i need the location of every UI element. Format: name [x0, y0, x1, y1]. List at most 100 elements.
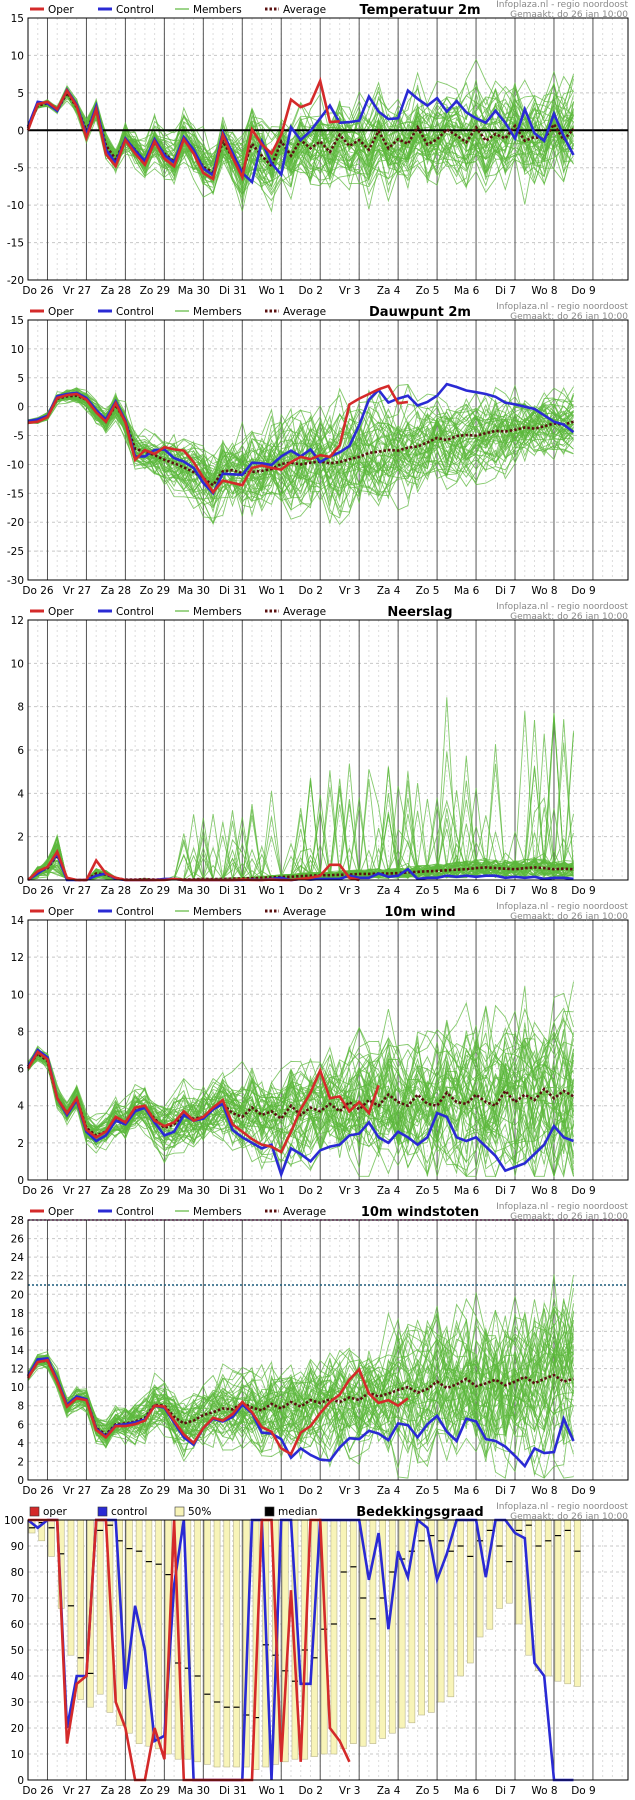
- x-tick-label: Ma 30: [178, 585, 210, 597]
- member-line: [27, 1300, 574, 1479]
- y-tick-label: 10: [11, 658, 24, 670]
- legend-label: Members: [193, 606, 242, 618]
- legend-label: Members: [193, 306, 242, 318]
- series-oper: [26, 1358, 409, 1456]
- legend-swatch: [97, 1506, 108, 1517]
- x-tick-label: Zo 5: [416, 1185, 440, 1197]
- x-tick-label: Zo 29: [140, 585, 170, 597]
- y-tick-label: -30: [7, 575, 24, 587]
- x-tick-label: Za 28: [101, 1485, 131, 1497]
- x-tick-label: Vr 27: [63, 285, 91, 297]
- legend-swatch: [29, 1506, 40, 1517]
- x-tick-label: Di 31: [219, 885, 247, 897]
- x-tick-label: Wo 8: [531, 1485, 557, 1497]
- x-tick-label: Vr 27: [63, 885, 91, 897]
- series-oper: [26, 1049, 380, 1154]
- chart-panel-dew: -30 -25 -20 -15 -10 -5 0 5 10 15 Do 26 Vr 27 Za 28 Zo…: [7, 302, 629, 597]
- x-tick-label: Do 26: [22, 1485, 54, 1497]
- x-tick-label: Za 4: [377, 1485, 401, 1497]
- plot-frame: [27, 1219, 629, 1481]
- member-line: [27, 1046, 574, 1165]
- legend-label: Control: [116, 306, 154, 318]
- plot-frame: [27, 619, 629, 881]
- y-tick-label: 12: [11, 615, 24, 627]
- y-tick-label: 10: [11, 344, 24, 356]
- x-tick-label: Di 31: [219, 1485, 247, 1497]
- band-50-bar: [496, 1519, 503, 1609]
- y-tick-label: -15: [7, 238, 24, 250]
- x-tick-label: Di 7: [495, 1485, 516, 1497]
- band-50-bar: [330, 1519, 338, 1755]
- x-tick-label: Ma 6: [454, 1185, 480, 1197]
- y-tick-label: 6: [17, 1419, 24, 1431]
- legend-label: control: [111, 1506, 147, 1518]
- member-line: [27, 1309, 574, 1444]
- band-50-bar: [389, 1519, 396, 1734]
- legend-label: Average: [283, 306, 326, 318]
- x-tick-label: Wo 1: [259, 1185, 285, 1197]
- chart-title: Temperatuur 2m: [359, 3, 480, 18]
- credit-line-1: Infoplaza.nl - regio noordoost: [496, 1502, 628, 1512]
- band-50-bar: [48, 1519, 55, 1557]
- y-tick-label: 70: [11, 1593, 24, 1605]
- x-tick-label: Di 7: [495, 1785, 516, 1797]
- x-tick-label: Do 9: [571, 1485, 596, 1497]
- y-tick-label: 5: [17, 88, 24, 100]
- y-tick-label: 14: [11, 915, 25, 927]
- x-tick-label: Zo 29: [140, 1785, 170, 1797]
- x-tick-label: Wo 8: [531, 285, 557, 297]
- y-tick-label: -25: [7, 546, 24, 558]
- series-average: [27, 852, 574, 882]
- member-line: [27, 981, 574, 1156]
- band-50-bar: [457, 1519, 464, 1677]
- member-line: [27, 1050, 574, 1152]
- chart-panel-cloud: 0 10 20 30 40 50 60 70 80 90 100 Do 26 Vr 27 Za 28 Zo …: [4, 1502, 629, 1797]
- member-line: [27, 986, 574, 1146]
- x-tick-label: Ma 30: [178, 1485, 210, 1497]
- chart-panel-rain: 0 2 4 6 8 10 12 Do 26 Vr 27 Za 28 Zo 29 Ma 30 Di 31 W…: [11, 602, 629, 897]
- x-tick-label: Do 26: [22, 285, 54, 297]
- y-tick-label: 0: [17, 875, 24, 887]
- series-control: [26, 1048, 574, 1179]
- legend-label: Members: [193, 1206, 242, 1218]
- credit-line-1: Infoplaza.nl - regio noordoost: [496, 0, 628, 10]
- y-tick-label: 22: [11, 1271, 24, 1283]
- x-tick-label: Do 26: [22, 1185, 54, 1197]
- band-50-bar: [96, 1519, 104, 1695]
- x-tick-label: Do 26: [22, 1785, 54, 1797]
- y-tick-label: 15: [11, 315, 24, 327]
- member-line: [27, 1049, 574, 1165]
- band-50-bar: [77, 1519, 85, 1700]
- chart-panel-wind: 0 2 4 6 8 10 12 14 Do 26 Vr 27 Za 28 Zo 29 Ma 30 Di 3…: [11, 902, 629, 1197]
- legend-label: Members: [193, 4, 242, 16]
- series-members: [27, 981, 574, 1178]
- band-50-bar: [554, 1519, 562, 1682]
- y-tick-label: 0: [17, 1775, 24, 1787]
- y-tick-label: 18: [11, 1308, 24, 1320]
- x-tick-label: Vr 27: [63, 585, 91, 597]
- x-tick-label: Za 28: [101, 585, 131, 597]
- plot-frame: [27, 319, 629, 581]
- x-tick-label: Ma 6: [454, 1785, 480, 1797]
- x-tick-label: Wo 1: [259, 885, 285, 897]
- y-tick-label: 16: [11, 1326, 25, 1338]
- band-50-bar: [564, 1519, 572, 1685]
- y-tick-label: 24: [11, 1252, 25, 1264]
- y-tick-label: 4: [17, 1101, 24, 1113]
- x-tick-label: Ma 30: [178, 1785, 210, 1797]
- x-tick-label: Ma 30: [178, 1185, 210, 1197]
- x-tick-label: Vr 3: [339, 1185, 361, 1197]
- x-tick-label: Vr 3: [339, 585, 361, 597]
- x-tick-label: Do 2: [298, 1785, 323, 1797]
- x-tick-label: Di 31: [219, 585, 247, 597]
- x-tick-label: Wo 8: [531, 1785, 557, 1797]
- legend-label: 50%: [188, 1506, 211, 1518]
- y-tick-label: -10: [7, 459, 24, 471]
- y-tick-label: 0: [17, 402, 24, 414]
- credit-line-2: Gemaakt: do 26 jan 10:00: [510, 1212, 628, 1222]
- x-tick-label: Wo 1: [259, 285, 285, 297]
- legend-label: Members: [193, 906, 242, 918]
- member-line: [27, 71, 574, 205]
